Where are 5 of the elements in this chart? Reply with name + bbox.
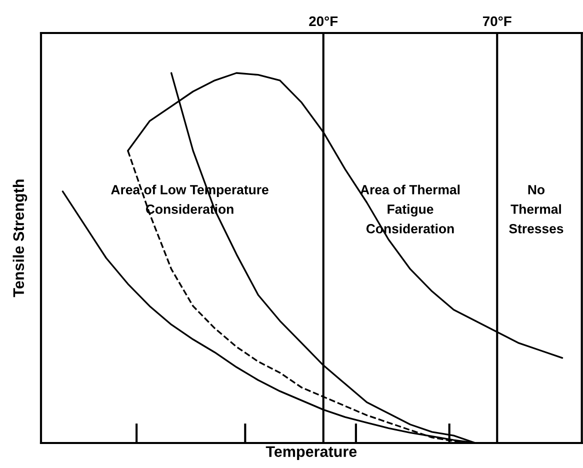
text: 20°F bbox=[309, 16, 338, 26]
annotation: No Thermal Stresses bbox=[509, 185, 564, 234]
x-axis-title: Temperature bbox=[266, 446, 357, 460]
text: 70°F bbox=[482, 16, 512, 26]
y-axis-title: Tensile Strength bbox=[12, 180, 28, 298]
